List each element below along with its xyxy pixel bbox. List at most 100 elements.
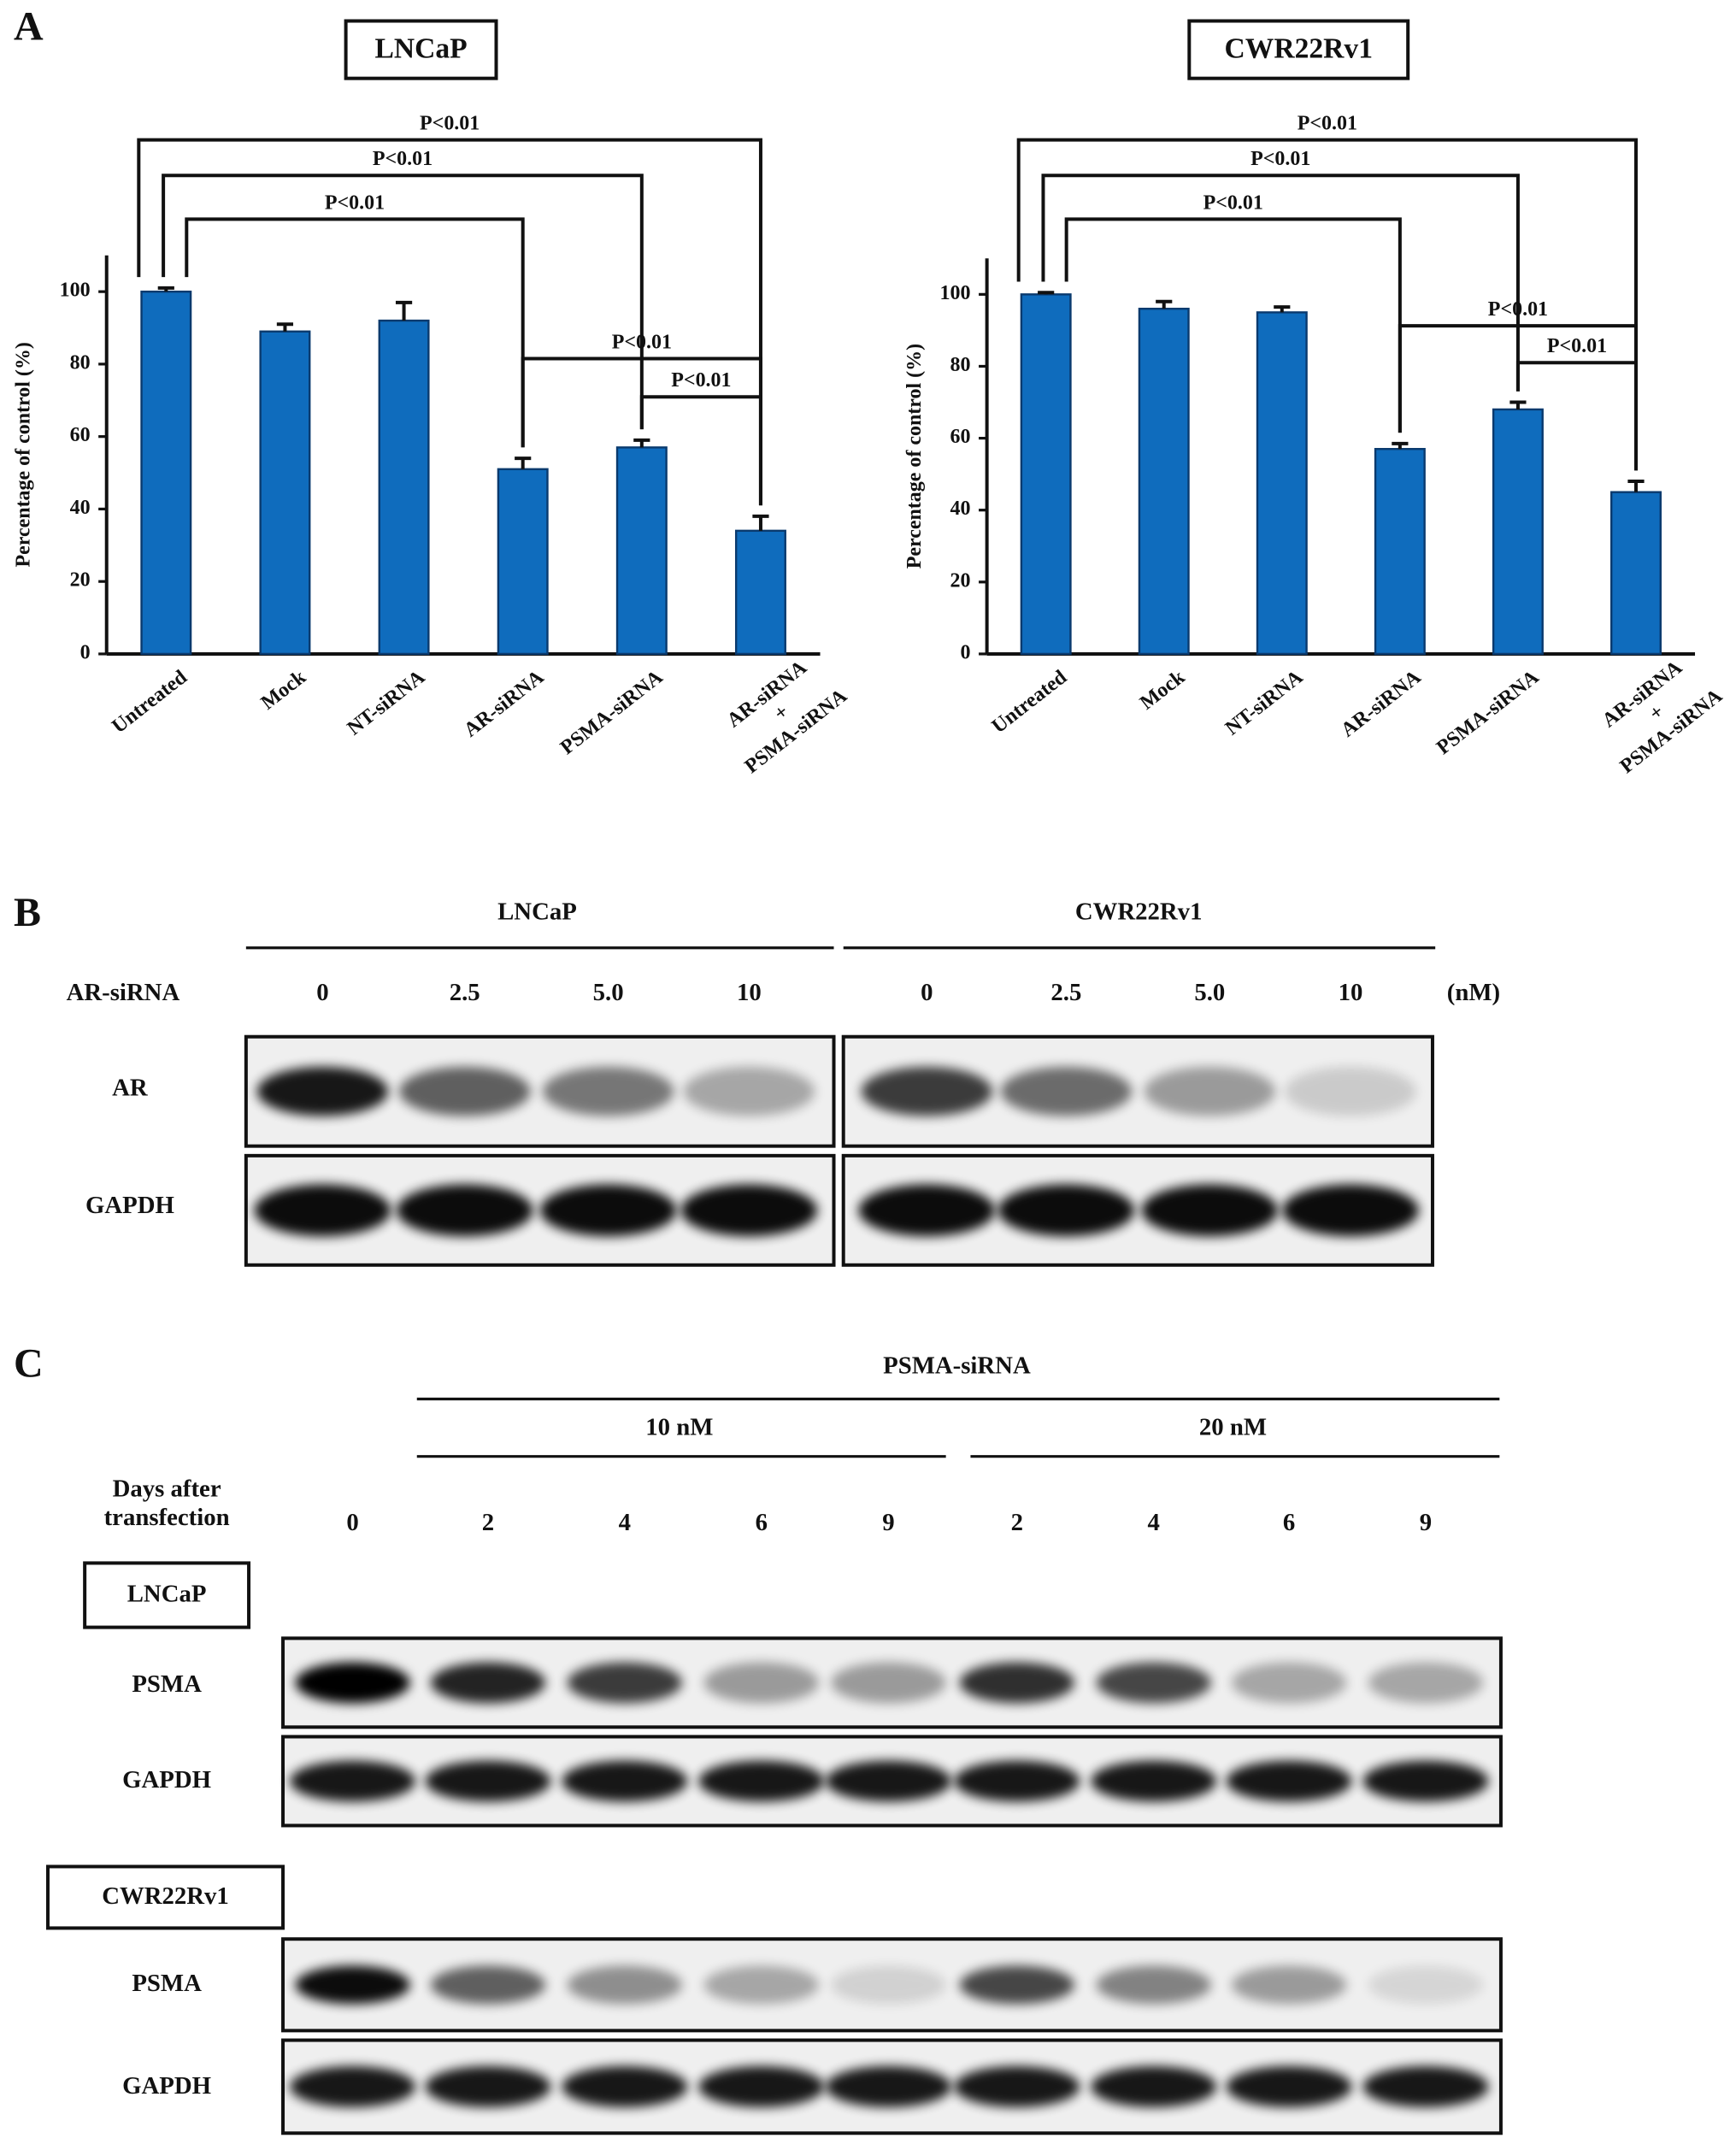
y-tick-label: 40 <box>950 498 970 520</box>
band <box>567 1965 683 2005</box>
label: P<0.01 <box>373 148 433 170</box>
bar <box>259 330 311 656</box>
x-tick-label: PSMA-siRNA <box>556 666 668 759</box>
band <box>254 1184 391 1237</box>
significance-bracket <box>137 138 762 506</box>
band <box>562 2065 688 2107</box>
band <box>1091 1760 1217 1802</box>
label: AR <box>112 1075 149 1102</box>
label: 6 <box>1283 1509 1295 1536</box>
band <box>1362 2065 1489 2107</box>
x-tick-label: Mock <box>257 666 311 715</box>
error-bar <box>1509 400 1527 409</box>
title-box <box>344 19 498 80</box>
y-tick-label: 40 <box>70 497 91 519</box>
label: P<0.01 <box>1298 113 1357 135</box>
band <box>1091 2065 1217 2107</box>
label: P<0.01 <box>1251 148 1310 170</box>
y-tick-label: 0 <box>960 641 970 663</box>
band <box>698 1760 825 1802</box>
error-bar <box>1156 299 1173 309</box>
label: AR-siRNA <box>67 979 180 1006</box>
label: B <box>14 890 41 935</box>
label: P<0.01 <box>612 331 672 353</box>
label: 10 <box>737 979 762 1006</box>
title-box <box>1187 19 1410 80</box>
label: 0 <box>316 979 328 1006</box>
label: GAPDH <box>85 1192 174 1219</box>
band <box>1144 1066 1276 1116</box>
band <box>430 1662 546 1704</box>
band <box>1141 1184 1279 1237</box>
band <box>295 1965 410 2005</box>
label: A <box>14 4 44 50</box>
band <box>256 1066 389 1116</box>
bar <box>140 290 192 656</box>
error-bar <box>157 286 174 292</box>
band <box>698 2065 825 2107</box>
label: P<0.01 <box>325 191 385 214</box>
band <box>1231 1965 1347 2005</box>
band <box>1226 2065 1352 2107</box>
significance-bracket <box>639 395 762 506</box>
error-bar <box>395 300 413 321</box>
label: CWR22Rv1 <box>1075 898 1203 925</box>
x-tick-label: PSMA-siRNA <box>1433 666 1544 759</box>
bar <box>1138 307 1190 656</box>
x-tick-label: Untreated <box>988 666 1072 739</box>
band <box>858 1184 996 1237</box>
error-bar <box>633 438 650 448</box>
label: P<0.01 <box>1488 298 1548 321</box>
label: CWR22Rv1 <box>102 1882 229 1910</box>
label: 0 <box>346 1509 358 1536</box>
bar <box>734 529 786 656</box>
label: 5.0 <box>593 979 624 1006</box>
band <box>542 1066 674 1116</box>
cell-line-box <box>83 1561 251 1629</box>
y-tick-label: 20 <box>70 569 91 592</box>
label: LNCaP <box>374 32 467 64</box>
band <box>398 1066 531 1116</box>
y-tick-label: 80 <box>950 354 970 376</box>
x-tick-label: Mock <box>1136 666 1190 715</box>
band <box>997 1184 1135 1237</box>
label: 9 <box>882 1509 894 1536</box>
band <box>539 1184 677 1237</box>
band <box>1226 1760 1352 1802</box>
band <box>562 1760 688 1802</box>
band <box>861 1066 993 1116</box>
label: 10 <box>1339 979 1363 1006</box>
significance-bracket <box>162 174 644 430</box>
error-bar <box>752 514 769 531</box>
label: LNCaP <box>127 1580 207 1607</box>
error-bar <box>1627 480 1645 492</box>
band <box>1282 1184 1419 1237</box>
y-tick-label: 100 <box>939 282 970 304</box>
label: PSMA-siRNA <box>883 1352 1031 1379</box>
bar <box>1020 293 1072 656</box>
y-tick-label: 60 <box>950 426 970 448</box>
label: 2.5 <box>450 979 480 1006</box>
y-axis-label: Percentage of control (%) <box>12 342 34 567</box>
band <box>1368 1662 1484 1704</box>
bar <box>615 446 668 656</box>
band <box>831 1662 946 1704</box>
significance-bracket <box>1041 174 1520 392</box>
label: Days after transfection <box>104 1475 230 1530</box>
band <box>703 1965 819 2005</box>
x-tick-label: AR-siRNA+PSMA-siRNA <box>711 647 851 778</box>
x-tick-label: NT-siRNA <box>1221 666 1308 740</box>
error-bar <box>1274 305 1291 313</box>
label: GAPDH <box>122 2072 211 2100</box>
significance-bracket <box>1064 217 1402 433</box>
error-bar <box>1038 291 1055 295</box>
significance-bracket <box>1515 361 1638 471</box>
label: P<0.01 <box>1547 335 1607 357</box>
label: 9 <box>1420 1509 1432 1536</box>
bar <box>1374 448 1426 656</box>
y-tick-label: 100 <box>60 280 91 302</box>
x-tick-label: AR-siRNA <box>460 666 549 742</box>
band <box>825 1760 952 1802</box>
significance-bracket <box>1016 138 1638 471</box>
